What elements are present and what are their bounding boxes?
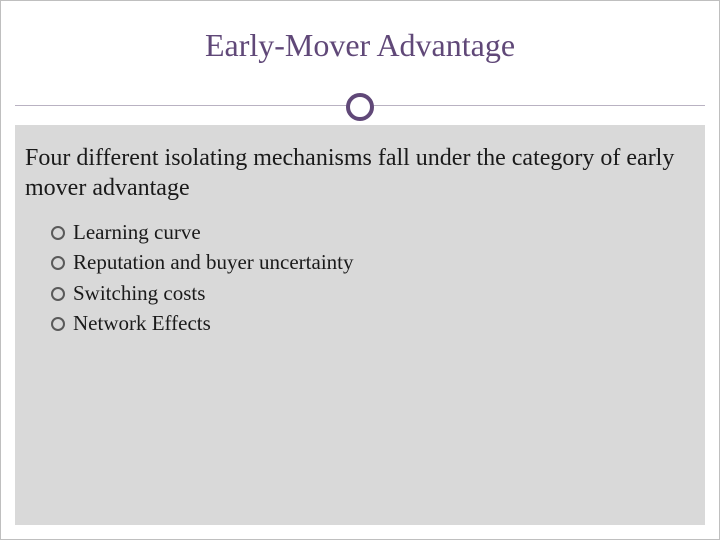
list-item: Reputation and buyer uncertainty [51,247,695,277]
divider [1,89,719,125]
slide-title: Early-Mover Advantage [205,27,515,64]
list-item: Learning curve [51,217,695,247]
lead-paragraph: Four different isolating mechanisms fall… [25,143,695,203]
bullet-list: Learning curve Reputation and buyer unce… [25,217,695,339]
content-area: Four different isolating mechanisms fall… [15,125,705,525]
slide: Early-Mover Advantage Four different iso… [0,0,720,540]
list-item: Switching costs [51,278,695,308]
list-item: Network Effects [51,308,695,338]
title-area: Early-Mover Advantage [1,1,719,89]
divider-circle-icon [346,93,374,121]
